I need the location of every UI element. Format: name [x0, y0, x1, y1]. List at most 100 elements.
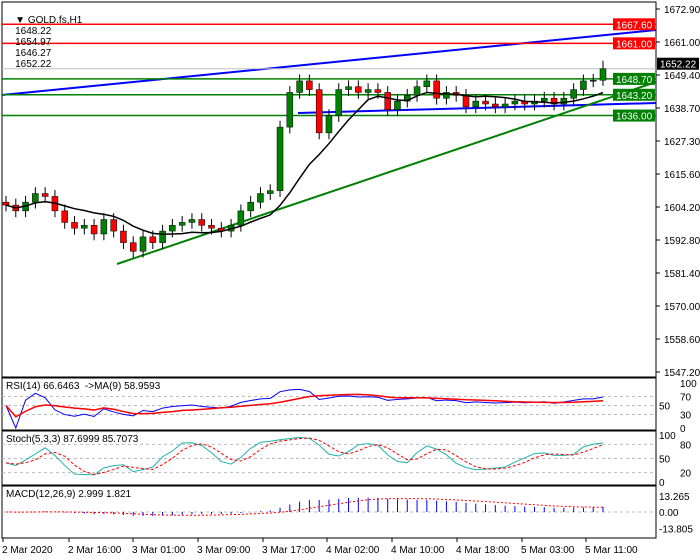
trendline-green: [116, 81, 657, 265]
candle-body: [501, 103, 509, 108]
candle-body: [355, 86, 362, 93]
candle-body: [443, 92, 450, 99]
candle-body: [550, 97, 558, 105]
price-tick-label: 1627.30: [664, 137, 700, 148]
time-tick-label: 4 Mar 02:00: [326, 545, 380, 556]
level-tag: [613, 88, 655, 101]
macd-tick-label: -13.805: [659, 525, 693, 536]
candle-body: [159, 230, 166, 243]
candle-body: [149, 236, 157, 243]
candle-body: [325, 115, 333, 134]
rsi-ma-line: [5, 393, 604, 418]
current-price-tag: [657, 57, 699, 70]
stoch-tick-label: 0: [659, 478, 665, 489]
candle-body: [71, 222, 78, 229]
price-tick-label: 1570.00: [664, 302, 700, 313]
price-tick-label: 1638.70: [664, 104, 700, 115]
candle-body: [129, 242, 137, 252]
time-tick-label: 5 Mar 11:00: [585, 545, 638, 556]
stoch-signal-line: [5, 437, 604, 476]
symbol-label: GOLD.fs,H1: [27, 15, 83, 26]
price-tick-label: 1649.40: [664, 71, 700, 82]
moving-average-line: [5, 91, 604, 236]
candle-body: [492, 103, 499, 108]
rsi-tick-label: 50: [659, 402, 671, 413]
candle-body: [482, 100, 489, 105]
rsi-tick-label: 0: [680, 424, 686, 435]
rsi-tick-label: 30: [680, 411, 692, 422]
candle-body: [169, 225, 176, 232]
time-tick-label: 3 Mar 17:00: [262, 545, 316, 556]
stoch-label: Stoch(5,3,3) 87.6999 85.7073: [6, 434, 139, 445]
candle-body: [589, 80, 597, 82]
time-tick-label: 3 Mar 09:00: [197, 545, 251, 556]
price-tick-label: 1661.00: [664, 38, 700, 49]
candle-body: [208, 225, 215, 229]
candle-body: [266, 190, 274, 194]
candle-body: [335, 89, 343, 116]
time-tick-label: 4 Mar 18:00: [456, 545, 510, 556]
price-tick-label: 1615.60: [664, 170, 700, 181]
time-tick-label: 2 Mar 16:00: [68, 545, 122, 556]
candle-body: [276, 126, 284, 191]
level-tag: [613, 37, 655, 50]
ohlc-open: 1648.22: [15, 26, 52, 37]
candle-body: [511, 100, 519, 105]
candle-body: [61, 210, 68, 223]
candle-body: [188, 219, 196, 223]
stoch-tick-label: 100: [659, 431, 676, 442]
level-tag-label: 1636.00: [616, 112, 653, 123]
time-tick-label: 3 Mar 01:00: [132, 545, 186, 556]
candle-body: [315, 89, 323, 134]
candle-body: [306, 80, 313, 90]
candle-body: [374, 89, 382, 93]
candle-body: [472, 100, 480, 108]
candle-body: [90, 225, 98, 235]
candle-body: [462, 95, 470, 108]
ohlc-close: 1652.22: [15, 59, 52, 70]
candle-body: [110, 219, 117, 232]
candle-body: [2, 201, 10, 206]
candle-body: [433, 80, 440, 99]
price-tick-label: 1547.20: [664, 368, 700, 379]
stoch-tick-label: 20: [680, 469, 692, 480]
candle-body: [32, 193, 39, 203]
macd-label: MACD(12,26,9) 2.999 1.821: [6, 489, 132, 500]
level-tag-label: 1667.60: [616, 20, 653, 31]
price-tick-label: 1604.20: [664, 203, 700, 214]
time-tick-label: 5 Mar 03:00: [521, 545, 575, 556]
candle-body: [247, 201, 254, 212]
candle-body: [120, 230, 127, 243]
macd-tick-label: 0.00: [659, 508, 679, 519]
price-tick-label: 1558.60: [664, 335, 700, 346]
ohlc-low: 1646.27: [15, 48, 52, 59]
price-tick-label: 1672.90: [664, 5, 700, 16]
macd-signal-line: [5, 498, 604, 516]
stoch-tick-label: 50: [659, 455, 671, 466]
candle-body: [423, 80, 431, 87]
level-tag-label: 1661.00: [616, 39, 653, 50]
candle-body: [100, 219, 108, 235]
candle-body: [394, 100, 401, 111]
price-tick-label: 1592.80: [664, 236, 700, 247]
level-tag: [613, 109, 655, 122]
candle-body: [41, 193, 49, 197]
collapse-triangle-icon[interactable]: ▼: [15, 15, 28, 26]
price-tick-label: 1581.40: [664, 269, 700, 280]
level-tag: [613, 72, 655, 85]
candle-body: [198, 219, 205, 226]
ohlc-high: 1654.97: [15, 37, 52, 48]
candle-body: [580, 80, 587, 90]
level-tag-label: 1643.20: [616, 91, 653, 102]
candle-body: [541, 97, 548, 102]
time-tick-label: 2 Mar 2020: [2, 545, 53, 556]
candle-body: [257, 193, 264, 203]
candle-body: [345, 86, 352, 90]
macd-tick-label: 13.265: [659, 492, 690, 503]
candle-body: [237, 210, 245, 226]
candle-body: [296, 80, 303, 93]
rsi-line: [5, 388, 604, 430]
trendline-blue-upper: [1, 29, 657, 96]
